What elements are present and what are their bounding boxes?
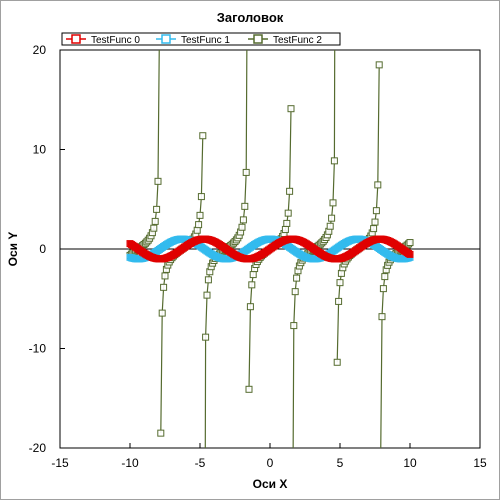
data-point <box>284 209 292 217</box>
data-point <box>329 199 337 207</box>
data-point <box>378 313 386 321</box>
data-point <box>293 274 301 282</box>
data-point <box>195 221 203 229</box>
legend-label: TestFunc 1 <box>181 35 230 46</box>
data-point <box>406 250 414 258</box>
data-point <box>238 223 246 231</box>
chart-title: Заголовок <box>217 10 284 25</box>
data-point <box>335 297 343 305</box>
x-tick-label: -15 <box>51 456 69 470</box>
axis-ticks: -15 -10 -5 0 5 10 15 -20 -10 0 10 20 <box>29 43 487 470</box>
data-point <box>287 105 295 113</box>
data-point <box>374 181 382 189</box>
data-point <box>197 193 205 201</box>
data-point <box>379 285 387 293</box>
data-point <box>375 61 383 69</box>
y-tick-label: 20 <box>33 43 47 57</box>
legend-label: TestFunc 0 <box>91 35 140 46</box>
data-point <box>283 219 291 227</box>
legend-label: TestFunc 2 <box>273 35 322 46</box>
data-point <box>381 273 389 281</box>
data-point <box>157 429 165 437</box>
legend-swatch-marker <box>253 34 263 44</box>
data-point <box>204 276 212 284</box>
data-point <box>406 239 414 247</box>
y-tick-label: 10 <box>33 143 47 157</box>
y-tick-label: -10 <box>29 342 47 356</box>
data-point <box>281 225 289 233</box>
y-tick-label: -20 <box>29 441 47 455</box>
data-point <box>239 216 247 224</box>
data-point <box>290 322 298 330</box>
data-point <box>328 214 336 222</box>
legend-swatch-marker <box>161 34 171 44</box>
data-point <box>333 358 341 366</box>
data-point <box>150 224 158 232</box>
legend-swatch-marker <box>71 34 81 44</box>
data-point <box>193 226 201 234</box>
legend: TestFunc 0 TestFunc 1 TestFunc 2 <box>61 32 341 46</box>
data-point <box>370 225 378 233</box>
x-tick-label: 0 <box>267 456 274 470</box>
data-point <box>241 202 249 210</box>
data-point <box>160 283 168 291</box>
x-tick-label: -5 <box>195 456 206 470</box>
data-point <box>199 132 207 140</box>
series-layer <box>126 50 414 448</box>
data-point <box>242 168 250 176</box>
x-axis-label: Оси X <box>253 477 288 491</box>
series-0 <box>126 235 414 263</box>
legend-box <box>61 32 341 46</box>
x-tick-label: 15 <box>473 456 487 470</box>
legend-item: TestFunc 0 <box>66 34 140 46</box>
x-tick-label: 10 <box>403 456 417 470</box>
data-point <box>158 309 166 317</box>
data-point <box>336 279 344 287</box>
y-tick-label: 0 <box>39 242 46 256</box>
y-axis-label: Оси Y <box>6 232 20 267</box>
data-point <box>330 157 338 165</box>
data-point <box>154 177 162 185</box>
legend-item: TestFunc 2 <box>248 34 322 46</box>
x-tick-label: -10 <box>121 456 139 470</box>
data-point <box>151 217 159 225</box>
data-point <box>203 291 211 299</box>
data-point <box>291 288 299 296</box>
x-tick-label: 5 <box>337 456 344 470</box>
legend-item: TestFunc 1 <box>156 34 230 46</box>
data-point <box>248 281 256 289</box>
data-point <box>245 385 253 393</box>
data-point <box>153 205 161 213</box>
data-point <box>337 269 345 277</box>
data-point <box>249 271 257 279</box>
data-point <box>161 272 169 280</box>
data-point <box>371 218 379 226</box>
data-point <box>372 207 380 215</box>
data-point <box>286 187 294 195</box>
data-point <box>246 303 254 311</box>
data-point <box>196 211 204 219</box>
data-point <box>326 222 334 230</box>
data-point <box>202 333 210 341</box>
